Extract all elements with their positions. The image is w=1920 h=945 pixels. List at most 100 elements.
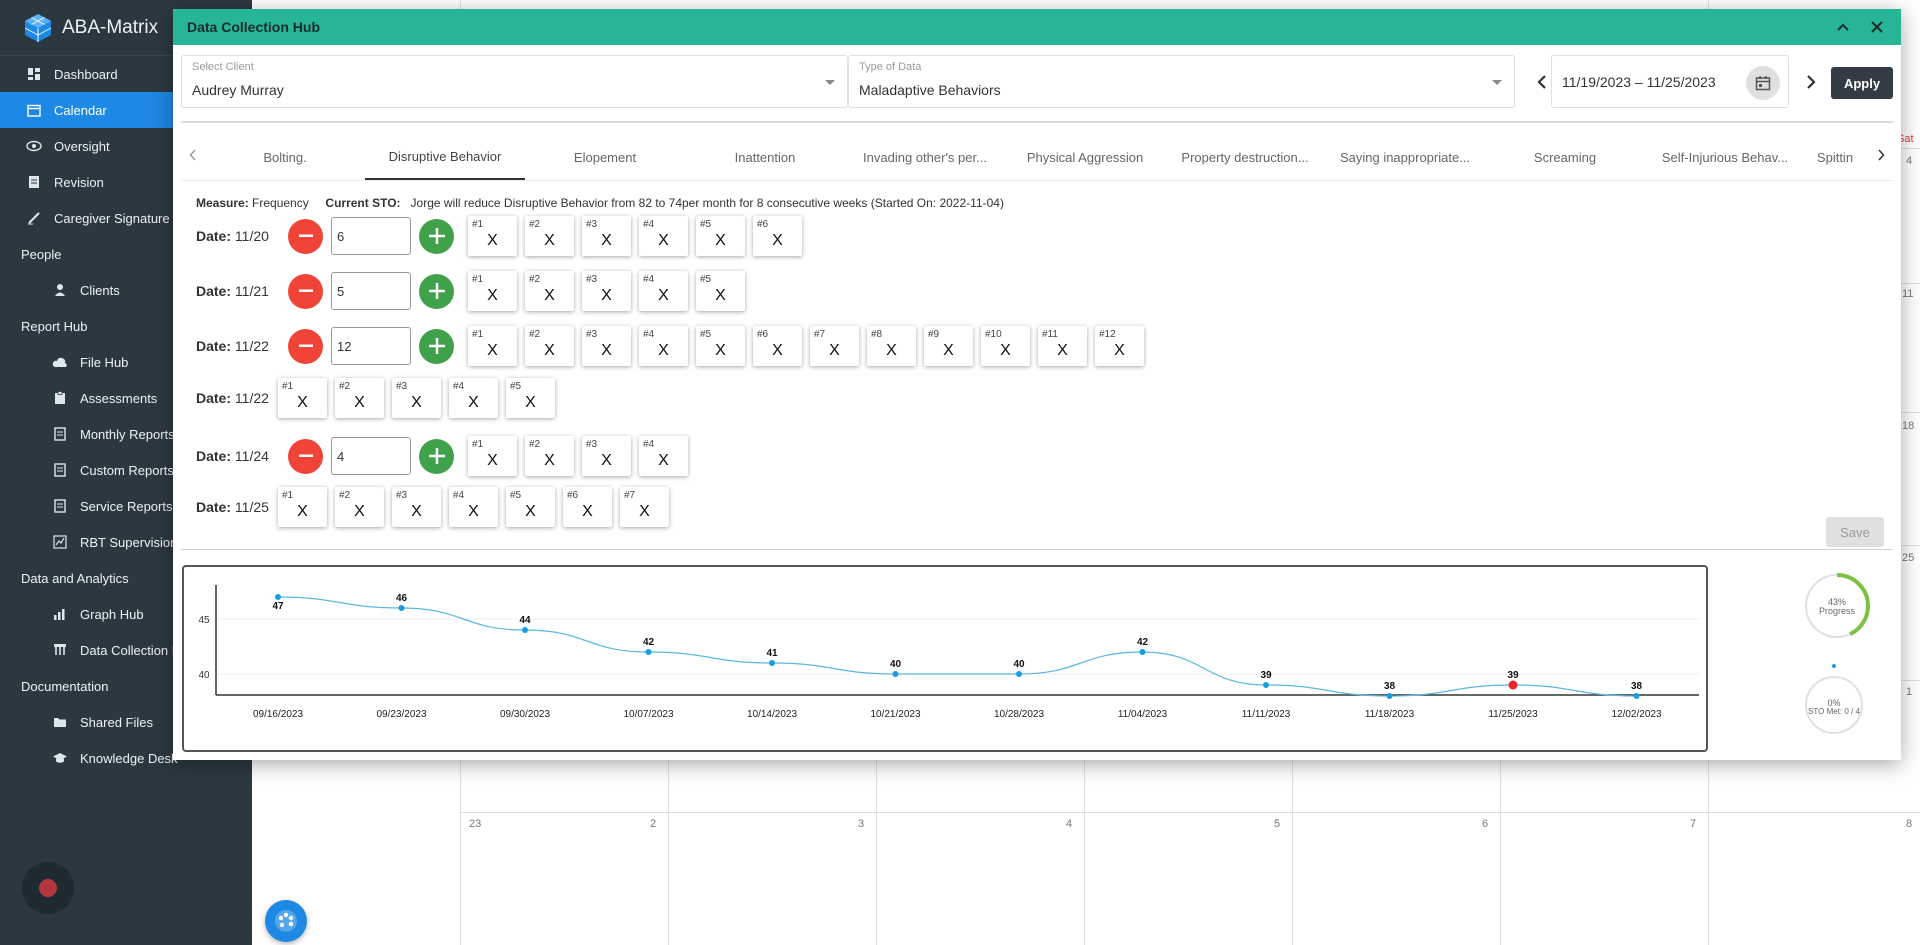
record-button[interactable] [22, 862, 74, 914]
sidebar-item-shared-files[interactable]: Shared Files [0, 704, 252, 740]
trial-button[interactable]: #4 X [639, 436, 688, 476]
decrement-button[interactable] [288, 218, 323, 254]
sidebar-item-graph-hub[interactable]: Graph Hub [0, 596, 252, 632]
tab-screaming[interactable]: Screaming [1533, 149, 1597, 165]
trial-button[interactable]: #1 X [468, 271, 517, 311]
increment-button[interactable] [419, 328, 454, 364]
increment-button[interactable] [419, 273, 454, 309]
trial-button[interactable]: #4 X [639, 271, 688, 311]
trial-button[interactable]: #2 X [335, 378, 384, 418]
calendar-day-number[interactable]: 23 [469, 818, 482, 830]
tab-disruptive-behavior[interactable]: Disruptive Behavior [365, 134, 525, 180]
sidebar-item-assessments[interactable]: Assessments [0, 380, 252, 416]
brand[interactable]: ABA-Matrix [0, 0, 252, 56]
calendar-day-number[interactable]: 25 [1902, 552, 1915, 564]
trial-button[interactable]: #3 X [392, 378, 441, 418]
tab-saying-inappropriate[interactable]: Saying inappropriate... [1339, 149, 1471, 165]
tabs-scroll-left-button[interactable] [181, 148, 205, 166]
trial-button[interactable]: #4 X [639, 326, 688, 366]
trial-button[interactable]: #3 X [582, 436, 631, 476]
sidebar-item-dashboard[interactable]: Dashboard [0, 56, 252, 92]
sidebar-item-rbt-supervision[interactable]: RBT Supervision [0, 524, 252, 560]
client-select[interactable]: Select Client Audrey Murray [181, 55, 848, 108]
tab-property-destruction[interactable]: Property destruction... [1181, 149, 1309, 165]
trial-button[interactable]: #3 X [392, 487, 441, 527]
palette-button[interactable] [265, 900, 307, 942]
sidebar-item-monthly-reports[interactable]: Monthly Reports [0, 416, 252, 452]
apply-button[interactable]: Apply [1831, 67, 1893, 99]
data-type-select[interactable]: Type of Data Maladaptive Behaviors [848, 55, 1515, 108]
trial-button[interactable]: #4 X [639, 216, 688, 256]
count-input[interactable] [331, 437, 411, 475]
trial-button[interactable]: #1 X [468, 326, 517, 366]
calendar-picker-button[interactable] [1746, 66, 1780, 100]
trial-button[interactable]: #11 X [1038, 326, 1087, 366]
trial-button[interactable]: #7 X [620, 487, 669, 527]
calendar-day-number[interactable]: 3 [858, 818, 865, 830]
trial-button[interactable]: #1 X [468, 436, 517, 476]
tab-invading-other-s-per[interactable]: Invading other's per... [863, 149, 987, 165]
trial-button[interactable]: #6 X [753, 216, 802, 256]
calendar-day-number[interactable]: 11 [1902, 288, 1914, 300]
sidebar-item-custom-reports[interactable]: Custom Reports [0, 452, 252, 488]
decrement-button[interactable] [288, 273, 323, 309]
trial-button[interactable]: #6 X [563, 487, 612, 527]
trial-button[interactable]: #5 X [506, 378, 555, 418]
trial-button[interactable]: #2 X [335, 487, 384, 527]
sidebar-item-knowledge-desk[interactable]: Knowledge Desk [0, 740, 252, 776]
trial-button[interactable]: #2 X [525, 271, 574, 311]
trial-button[interactable]: #5 X [506, 487, 555, 527]
trial-button[interactable]: #5 X [696, 271, 745, 311]
date-range-field[interactable]: 11/19/2023 – 11/25/2023 [1551, 55, 1789, 108]
trial-button[interactable]: #8 X [867, 326, 916, 366]
tab-bolting[interactable]: Bolting. [263, 149, 307, 165]
sidebar-item-service-reports[interactable]: Service Reports [0, 488, 252, 524]
calendar-day-number[interactable]: 1 [1906, 686, 1913, 698]
tab-physical-aggression[interactable]: Physical Aggression [1026, 149, 1144, 165]
next-week-button[interactable] [1806, 73, 1816, 94]
count-input[interactable] [331, 272, 411, 310]
trial-button[interactable]: #5 X [696, 326, 745, 366]
calendar-day-number[interactable]: 4 [1066, 818, 1073, 830]
count-input[interactable] [331, 217, 411, 255]
previous-week-button[interactable] [1537, 73, 1547, 94]
trial-button[interactable]: #2 X [525, 216, 574, 256]
calendar-day-number[interactable]: 18 [1902, 420, 1915, 432]
trial-button[interactable]: #10 X [981, 326, 1030, 366]
trial-button[interactable]: #2 X [525, 436, 574, 476]
increment-button[interactable] [419, 218, 454, 254]
decrement-button[interactable] [288, 438, 323, 474]
trial-button[interactable]: #1 X [278, 487, 327, 527]
sidebar-item-clients[interactable]: Clients [0, 272, 252, 308]
calendar-day-number[interactable]: 5 [1274, 818, 1281, 830]
trial-button[interactable]: #1 X [278, 378, 327, 418]
trial-button[interactable]: #4 X [449, 378, 498, 418]
collapse-button[interactable] [1833, 17, 1853, 37]
tab-elopement[interactable]: Elopement [573, 149, 637, 165]
trial-button[interactable]: #3 X [582, 216, 631, 256]
close-button[interactable] [1867, 17, 1887, 37]
calendar-day-number[interactable]: 7 [1690, 818, 1697, 830]
trial-button[interactable]: #6 X [753, 326, 802, 366]
tab-self-injurious-behav[interactable]: Self-Injurious Behav... [1661, 149, 1789, 165]
increment-button[interactable] [419, 438, 454, 474]
sidebar-item-data-collection-h[interactable]: Data Collection H [0, 632, 252, 668]
tabs-scroll-right-button[interactable] [1869, 148, 1893, 166]
trial-button[interactable]: #3 X [582, 326, 631, 366]
trial-button[interactable]: #1 X [468, 216, 517, 256]
tab-inattention[interactable]: Inattention [734, 149, 796, 165]
decrement-button[interactable] [288, 328, 323, 364]
count-input[interactable] [331, 327, 411, 365]
calendar-day-number[interactable]: 2 [650, 818, 657, 830]
trial-button[interactable]: #2 X [525, 326, 574, 366]
trial-button[interactable]: #9 X [924, 326, 973, 366]
sidebar-item-file-hub[interactable]: File Hub [0, 344, 252, 380]
sidebar-item-oversight[interactable]: Oversight [0, 128, 252, 164]
sidebar-item-caregiver-signature[interactable]: Caregiver Signature [0, 200, 252, 236]
calendar-day-number[interactable]: 6 [1482, 818, 1489, 830]
sidebar-item-revision[interactable]: Revision [0, 164, 252, 200]
trial-button[interactable]: #3 X [582, 271, 631, 311]
tab-spittin[interactable]: Spittin [1816, 149, 1854, 165]
calendar-day-number[interactable]: 4 [1906, 155, 1913, 167]
calendar-day-number[interactable]: 8 [1906, 818, 1913, 830]
